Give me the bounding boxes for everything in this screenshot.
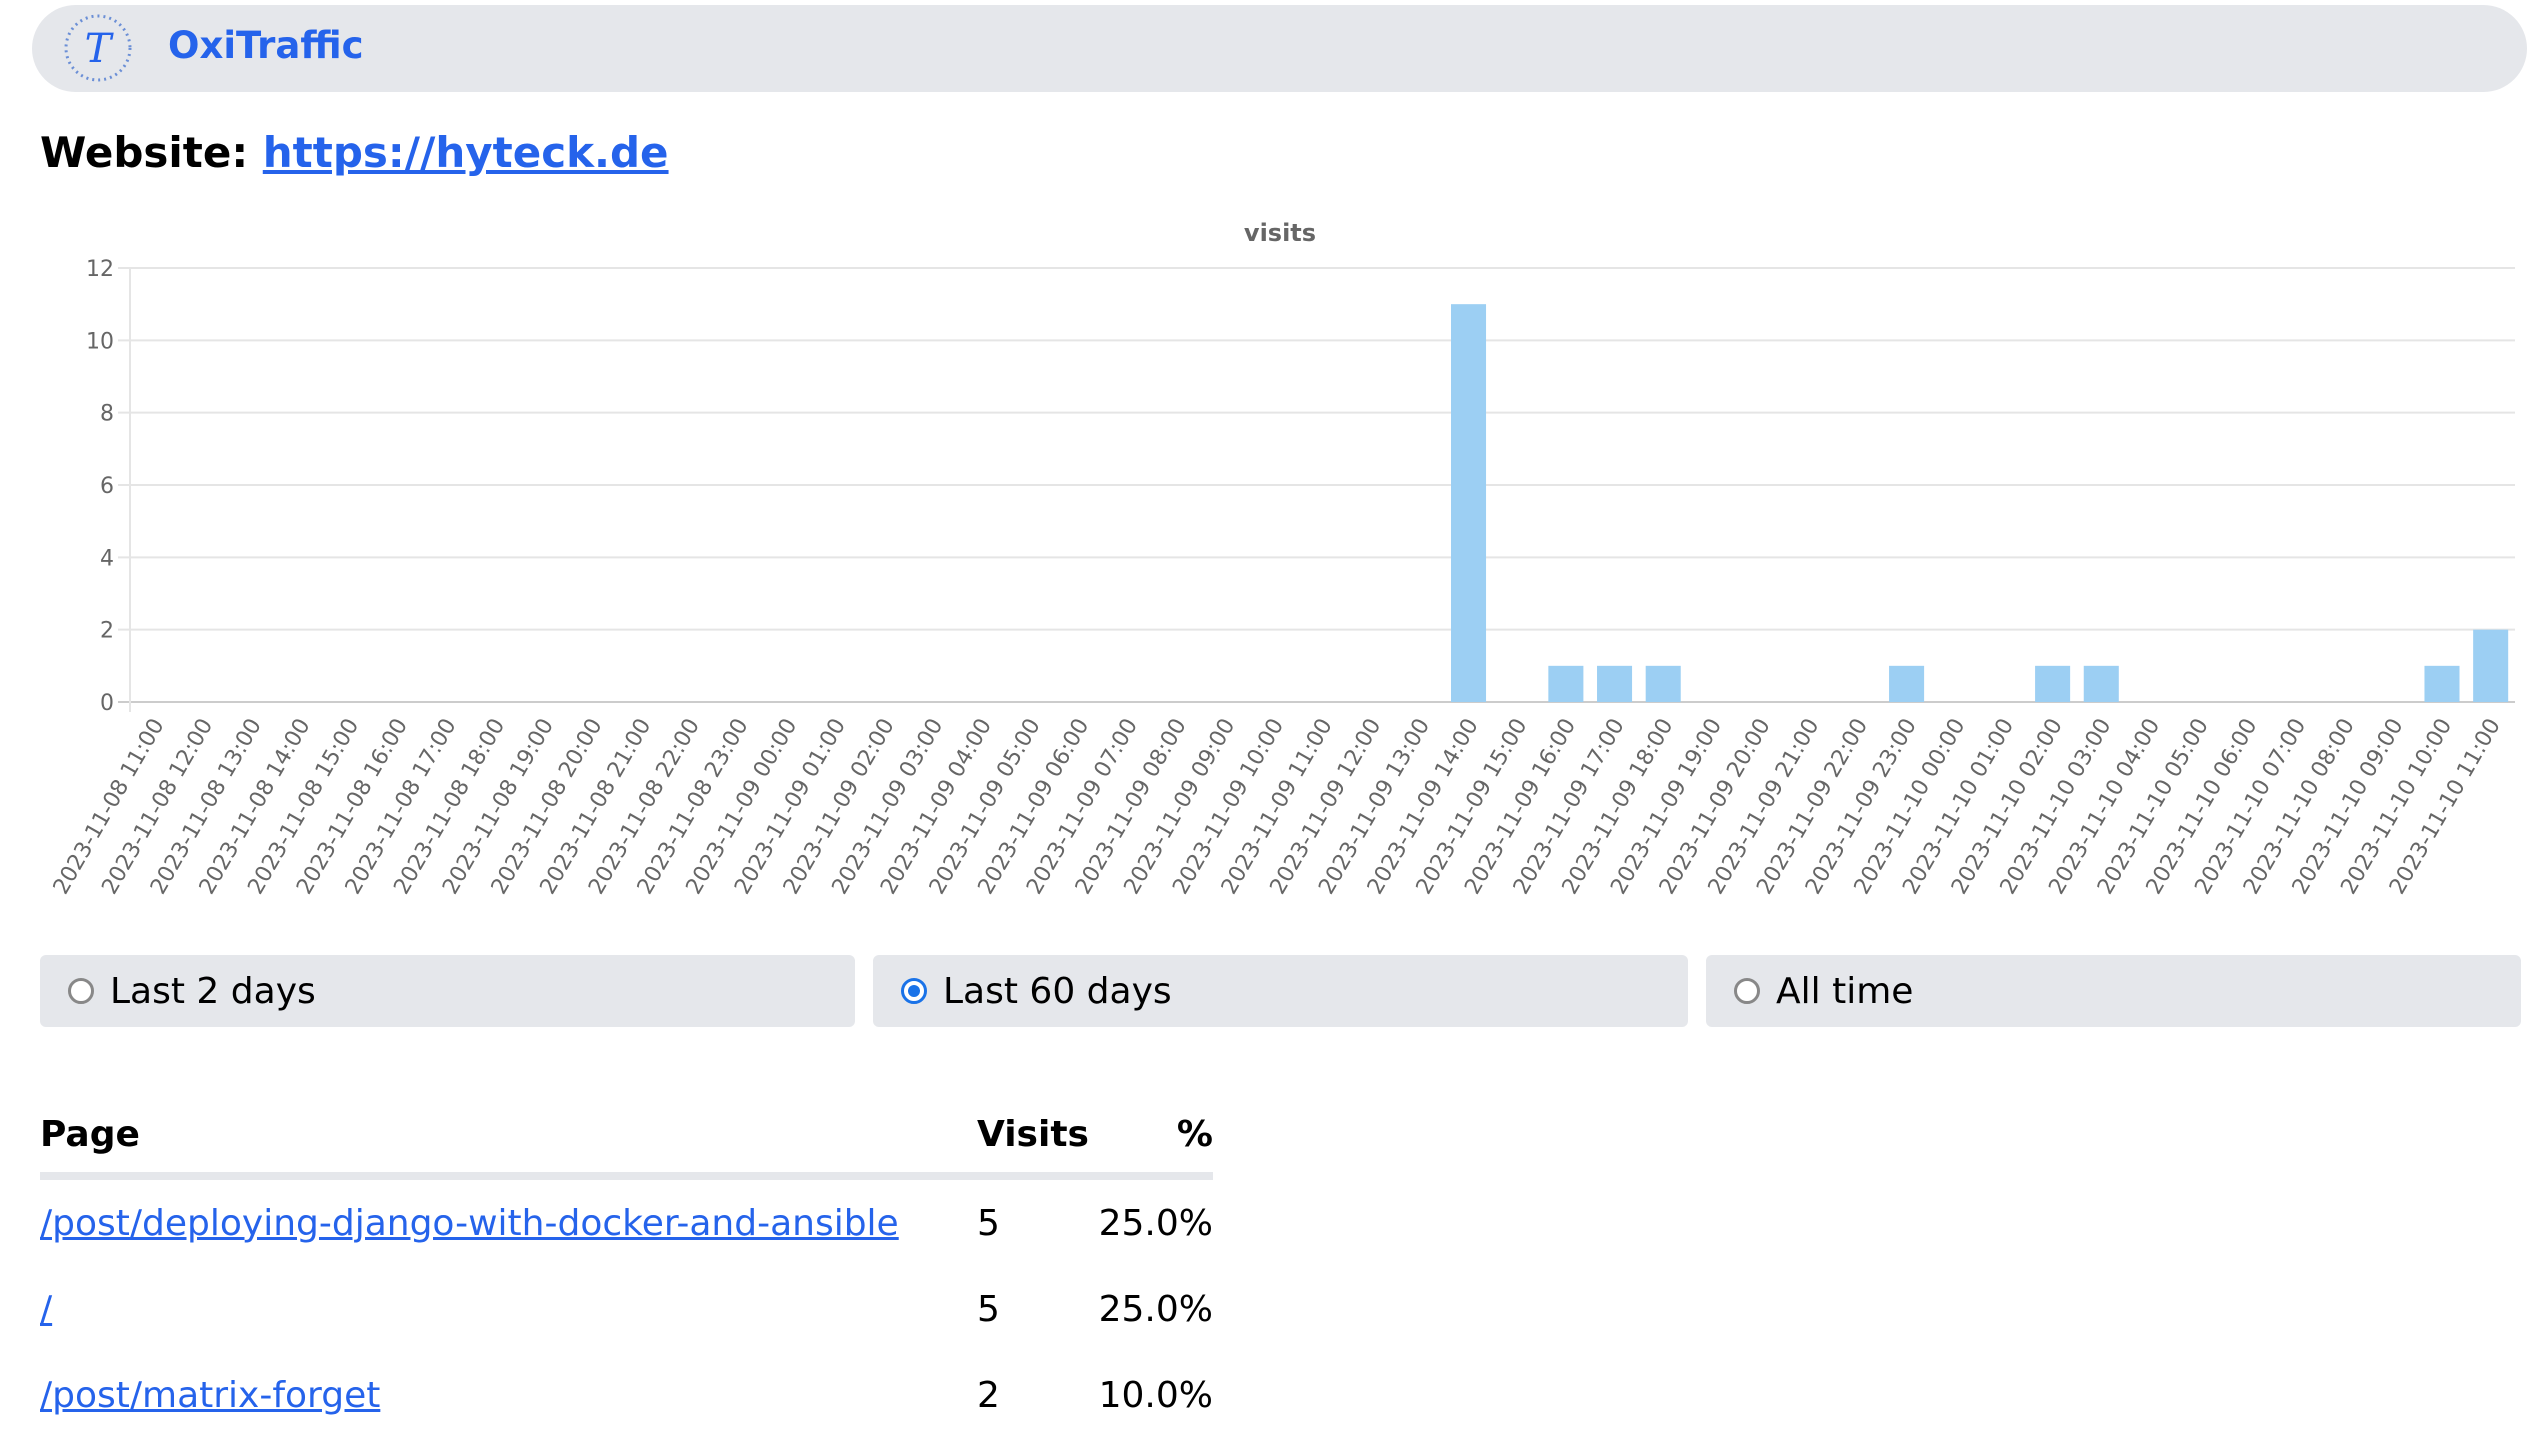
bar[interactable] [1645,665,1681,702]
visits-cell: 5 [976,1202,1000,1244]
y-tick-label: 6 [100,474,114,499]
table-row: /post/deploying-django-with-docker-and-a… [40,1176,1213,1266]
column-page: Page [40,1110,977,1180]
chart-title: visits [1244,219,1316,247]
bar[interactable] [1548,665,1584,702]
y-tick-label: 10 [86,329,114,354]
percent-cell: 25.0% [1098,1288,1213,1330]
percent-cell: 10.0% [1098,1374,1213,1416]
table-header-row: Page Visits % [40,1110,1213,1180]
range-all-time[interactable]: All time [1706,955,2521,1027]
visits-cell: 2 [976,1374,1000,1416]
table-row: /post/matrix-forget 2 10.0% [40,1352,1213,1438]
range-last-60-days[interactable]: Last 60 days [873,955,1688,1027]
y-tick-label: 4 [100,546,114,571]
website-heading: Website: https://hyteck.de [40,128,669,177]
percent-cell: 25.0% [1098,1202,1213,1244]
T-logo-icon[interactable]: T [62,12,134,84]
svg-text:T: T [85,26,115,72]
bar[interactable] [2424,665,2460,702]
bar[interactable] [2083,665,2119,702]
bar[interactable] [2035,665,2071,702]
app-title[interactable]: OxiTraffic [168,24,364,67]
page-link[interactable]: /post/matrix-forget [40,1374,381,1416]
y-tick-label: 12 [86,257,114,282]
app-header [32,5,2527,92]
table-row: / 5 25.0% [40,1266,1213,1352]
page-link[interactable]: / [40,1288,53,1330]
radio-label: Last 2 days [110,970,316,1012]
bar[interactable] [2473,629,2509,702]
radio-label: All time [1776,970,1914,1012]
bar[interactable] [1889,665,1925,702]
bar[interactable] [1450,304,1487,702]
page-link[interactable]: /post/deploying-django-with-docker-and-a… [40,1202,899,1244]
column-percent: % [1093,1110,1213,1180]
pages-table: Page Visits % /post/deploying-django-wit… [40,1110,1213,1438]
radio-button-selected[interactable] [901,978,927,1004]
y-tick-label: 0 [100,691,114,716]
visits-cell: 5 [976,1288,1000,1330]
website-link[interactable]: https://hyteck.de [262,128,669,177]
radio-button[interactable] [1734,978,1760,1004]
radio-button[interactable] [68,978,94,1004]
website-label: Website: [40,128,249,177]
range-last-2-days[interactable]: Last 2 days [40,955,855,1027]
y-tick-label: 8 [100,402,114,427]
column-visits: Visits [976,1110,1094,1180]
bar[interactable] [1597,665,1633,702]
y-tick-label: 2 [100,619,114,644]
radio-label: Last 60 days [943,970,1172,1012]
